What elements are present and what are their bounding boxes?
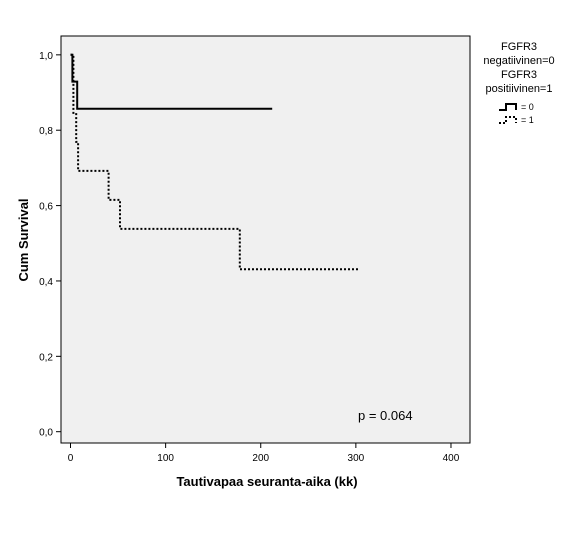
series-layer (70, 53, 359, 271)
survival-curve-1 (70, 53, 359, 271)
y-tick-label: 0,2 (39, 352, 53, 363)
x-tick-label: 100 (157, 453, 174, 464)
x-axis-title: Tautivapaa seuranta-aika (kk) (176, 474, 357, 489)
plot-area (60, 35, 471, 444)
legend: FGFR3 negatiivinen=0 FGFR3 positiivinen=… (483, 41, 554, 125)
legend-title-line: FGFR3 (501, 69, 537, 81)
y-tick-label: 0,8 (39, 126, 53, 137)
x-tick-label: 400 (443, 453, 460, 464)
legend-entry-label: = 1 (521, 115, 534, 125)
legend-swatch-dotted (499, 116, 517, 124)
x-tick-label: 0 (68, 453, 74, 464)
y-tick-label: 1,0 (39, 51, 53, 62)
x-tick-label: 300 (348, 453, 365, 464)
legend-entry-label: = 0 (521, 102, 534, 112)
y-axis-title: Cum Survival (16, 198, 31, 281)
y-tick-label: 0,6 (39, 202, 53, 213)
legend-title-line: positiivinen=1 (486, 83, 553, 95)
legend-title-line: negatiivinen=0 (483, 55, 554, 67)
p-value-annotation: p = 0.064 (358, 408, 413, 423)
y-tick-label: 0,0 (39, 428, 53, 439)
legend-title-line: FGFR3 (501, 41, 537, 53)
x-axis: 0 100 200 300 400 (68, 443, 460, 464)
y-tick-label: 0,4 (39, 277, 53, 288)
x-tick-label: 200 (252, 453, 269, 464)
legend-swatch-solid (499, 103, 517, 111)
y-axis: 0,0 0,2 0,4 0,6 0,8 1,0 (39, 51, 61, 439)
